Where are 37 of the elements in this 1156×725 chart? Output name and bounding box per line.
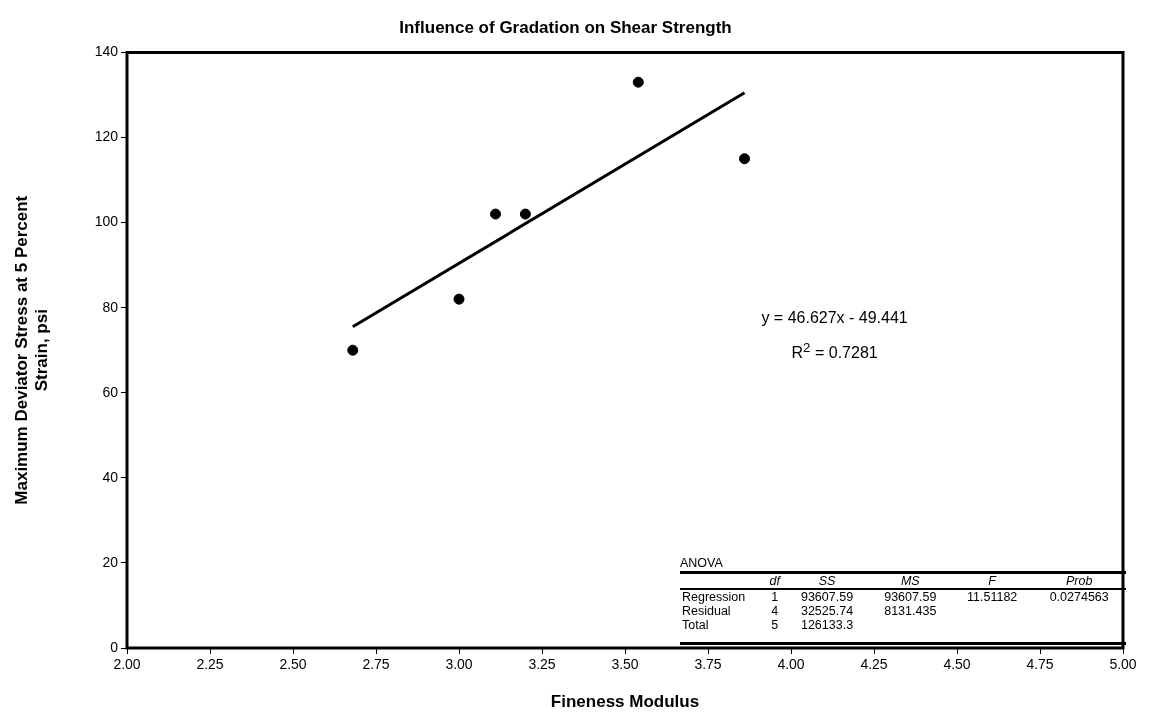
- x-tick-label: 3.75: [694, 656, 722, 673]
- x-tick-label: 2.25: [196, 656, 224, 673]
- y-tick-label: 60: [102, 383, 119, 400]
- x-tick-label: 2.75: [362, 656, 390, 673]
- y-tick-label: 100: [94, 213, 119, 230]
- y-tick-label: 40: [102, 468, 119, 485]
- x-tick-label: 4.00: [777, 656, 805, 673]
- x-tick-label: 3.25: [528, 656, 556, 673]
- annotation: R$^{2}$ = 0.7281: [790, 338, 879, 363]
- annotation: y = 46.627x - 49.441: [760, 307, 909, 328]
- x-tick-label: 5.00: [1109, 656, 1137, 673]
- point: [347, 344, 359, 356]
- y-tick-label: 80: [102, 298, 119, 315]
- y-axis-title: Maximum Deviator Stress at 5 Percent Strain, psi: [11, 195, 52, 505]
- text: Total 5 126133.3: [682, 618, 854, 632]
- y-tick-label: 0: [110, 638, 119, 655]
- text: Regression 1 93607.59 93607.59 11.51182 0.0274563: [682, 590, 1109, 604]
- chart-title: Influence of Gradation on Shear Strength: [399, 17, 732, 37]
- x-tick-label: 3.50: [611, 656, 639, 673]
- text: df SS MS F Prob: [769, 574, 1093, 588]
- x-tick-label: 2.00: [113, 656, 141, 673]
- point: [739, 153, 751, 165]
- x-axis-title: Fineness Modulus: [550, 692, 700, 712]
- y-tick-label: 140: [94, 43, 119, 60]
- point: [519, 208, 531, 220]
- x-tick-label: 4.75: [1026, 656, 1054, 673]
- x-tick-label: 4.25: [860, 656, 888, 673]
- y-tick-label: 20: [102, 553, 119, 570]
- x-tick-label: 3.00: [445, 656, 473, 673]
- point: [453, 293, 465, 305]
- y-tick-label: 120: [94, 128, 119, 145]
- point: [490, 208, 502, 220]
- x-tick-label: 2.50: [279, 656, 307, 673]
- x-tick-label: 4.50: [943, 656, 971, 673]
- text: Residual 4 32525.74 8131.435: [682, 604, 937, 618]
- point: [632, 76, 644, 88]
- annotation: ANOVA: [680, 556, 1126, 574]
